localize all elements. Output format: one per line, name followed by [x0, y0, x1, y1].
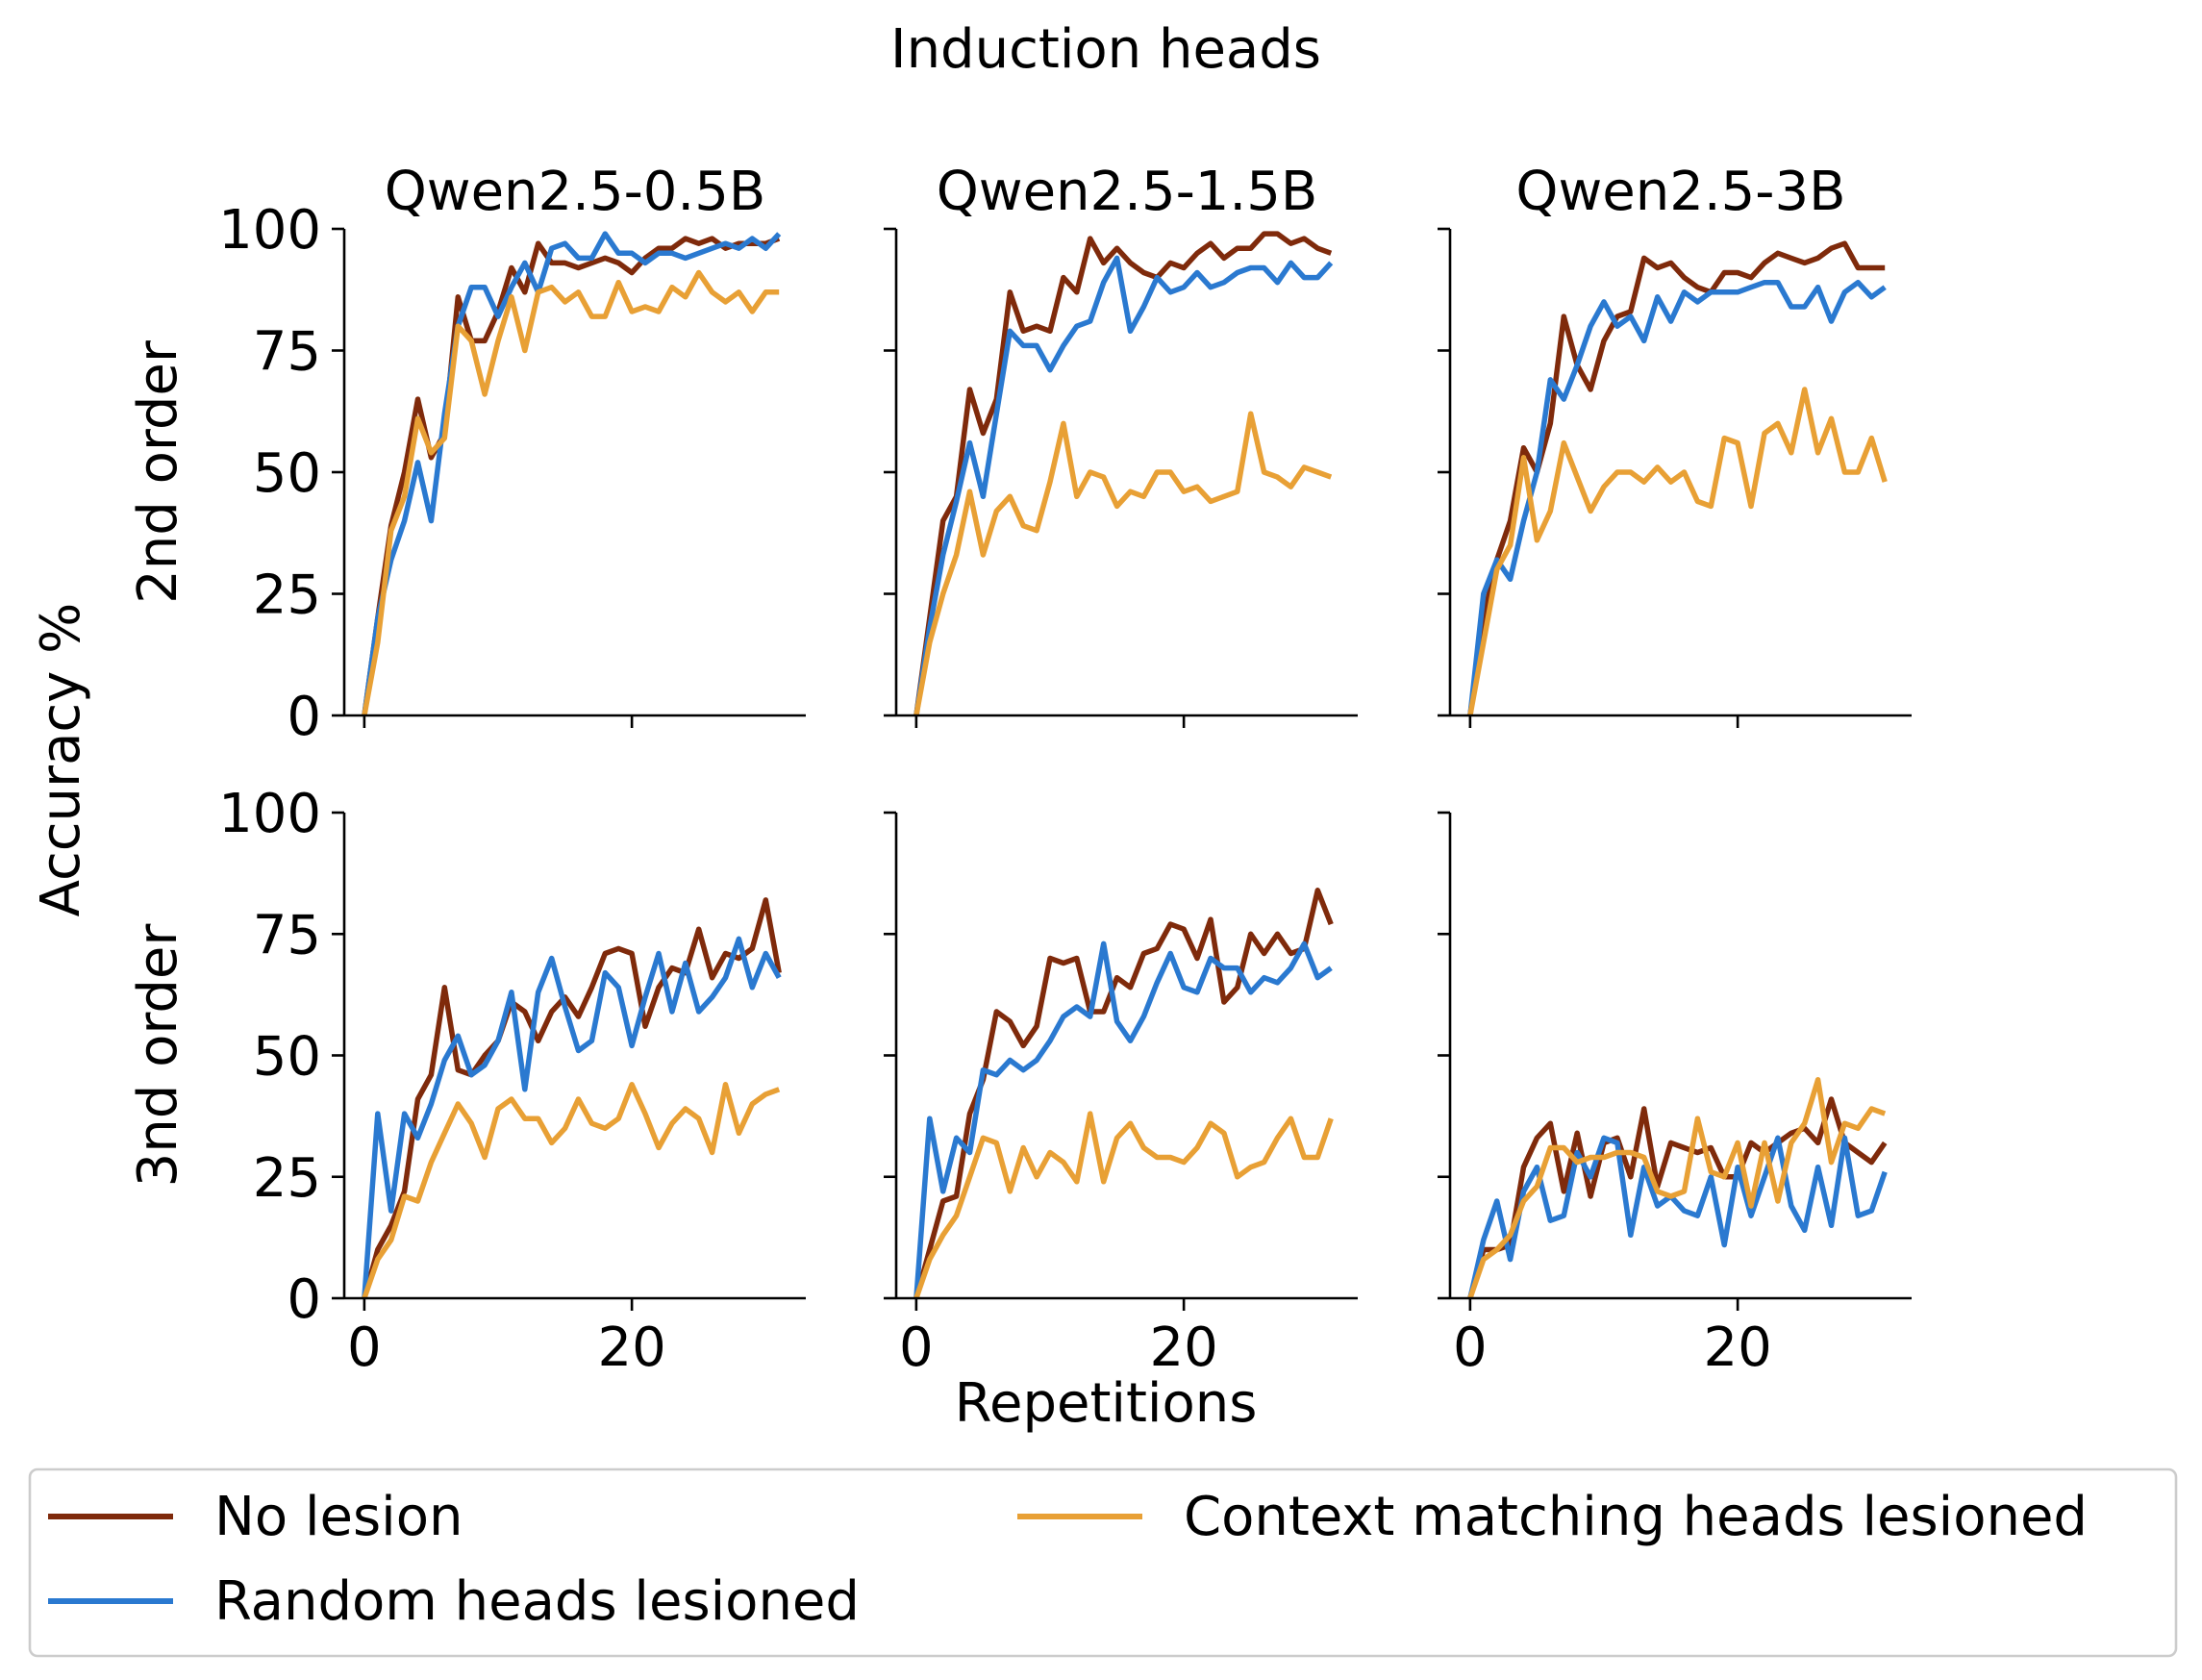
y-tick-label: 50 [253, 1026, 321, 1089]
series-random-heads-lesioned-3nd-order-qwen2-5-0-5b [362, 936, 782, 1299]
x-tick-label: 20 [1703, 1316, 1771, 1379]
series-no-lesion-2nd-order-qwen2-5-1-5b [913, 231, 1333, 716]
series-context-matching-heads-lesioned-3nd-order-qwen2-5-1-5b [913, 1111, 1334, 1299]
legend: No lesion Random heads lesioned Context … [28, 1467, 2178, 1658]
y-tick-label: 50 [253, 442, 321, 505]
series-context-matching-heads-lesioned-2nd-order-qwen2-5-1-5b [913, 411, 1333, 716]
panel-2nd-order-qwen2-5-0-5b: 0 25 50 75 100 Qwen2.5-0.5B 2nd order [127, 161, 806, 748]
series-context-matching-heads-lesioned-2nd-order-qwen2-5-3b [1467, 387, 1888, 716]
legend-label-context-matching: Context matching heads lesioned [1184, 1486, 2088, 1548]
column-title: Qwen2.5-1.5B [937, 161, 1318, 223]
series-no-lesion-3nd-order-qwen2-5-0-5b [362, 897, 782, 1299]
series-random-heads-lesioned-3nd-order-qwen2-5-3b [1467, 1135, 1888, 1299]
legend-box [28, 1467, 2178, 1658]
row-label: 3nd order [127, 923, 189, 1188]
x-axis-label: Repetitions [955, 1372, 1258, 1435]
y-tick-label: 25 [253, 564, 321, 627]
series-random-heads-lesioned-2nd-order-qwen2-5-0-5b [362, 231, 782, 716]
x-tick-label: 20 [1149, 1316, 1217, 1379]
series-no-lesion-3nd-order-qwen2-5-3b [1467, 1096, 1888, 1299]
x-tick-label: 0 [347, 1316, 382, 1379]
row-label: 2nd order [127, 339, 189, 604]
series-random-heads-lesioned-2nd-order-qwen2-5-3b [1467, 279, 1887, 716]
legend-label-no-lesion: No lesion [214, 1486, 463, 1548]
x-tick-label: 20 [597, 1316, 665, 1379]
y-tick-label: 0 [287, 1268, 321, 1331]
series-random-heads-lesioned-3nd-order-qwen2-5-1-5b [913, 940, 1333, 1299]
y-tick-label: 75 [253, 321, 321, 384]
column-title: Qwen2.5-3B [1515, 161, 1845, 223]
series-random-heads-lesioned-2nd-order-qwen2-5-1-5b [913, 255, 1334, 716]
y-axis-label: Accuracy % [30, 603, 92, 917]
series-context-matching-heads-lesioned-3nd-order-qwen2-5-3b [1467, 1077, 1887, 1299]
panel-3nd-order-qwen2-5-3b: 0 20 [1438, 811, 1912, 1379]
panel-3nd-order-qwen2-5-1-5b: 0 20 [884, 811, 1358, 1379]
series-context-matching-heads-lesioned-2nd-order-qwen2-5-0-5b [362, 269, 780, 716]
panel-2nd-order-qwen2-5-3b: Qwen2.5-3B [1438, 161, 1912, 728]
panel-2nd-order-qwen2-5-1-5b: Qwen2.5-1.5B [884, 161, 1358, 728]
x-tick-label: 0 [899, 1316, 934, 1379]
column-title: Qwen2.5-0.5B [385, 161, 766, 223]
series-context-matching-heads-lesioned-3nd-order-qwen2-5-0-5b [362, 1082, 781, 1299]
y-tick-label: 25 [253, 1147, 321, 1210]
series-no-lesion-2nd-order-qwen2-5-0-5b [362, 236, 781, 716]
chart-title: Induction heads [890, 18, 1321, 81]
x-tick-label: 0 [1453, 1316, 1488, 1379]
y-tick-label: 100 [218, 199, 321, 262]
y-tick-label: 0 [287, 686, 321, 748]
panel-grid: 0 25 50 75 100 Qwen2.5-0.5B 2nd order Qwen2.5-1… [127, 161, 1912, 1379]
panel-3nd-order-qwen2-5-0-5b: 0 25 50 75 100 0 20 3nd order [127, 783, 806, 1379]
y-tick-label: 100 [218, 783, 321, 845]
legend-label-random-heads: Random heads lesioned [214, 1570, 860, 1633]
y-tick-label: 75 [253, 904, 321, 966]
